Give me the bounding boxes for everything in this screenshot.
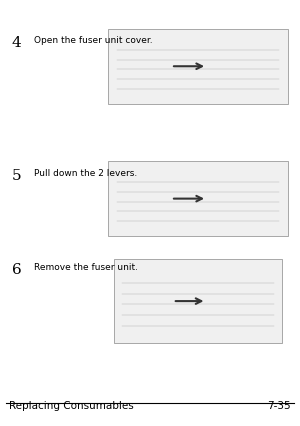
Text: Pull down the 2 levers.: Pull down the 2 levers. [34, 168, 138, 177]
Text: 6: 6 [12, 262, 22, 276]
FancyBboxPatch shape [108, 162, 288, 236]
Text: 5: 5 [12, 168, 22, 182]
Text: Replacing Consumables: Replacing Consumables [9, 400, 134, 410]
FancyBboxPatch shape [108, 30, 288, 104]
Text: Remove the fuser unit.: Remove the fuser unit. [34, 262, 139, 271]
FancyBboxPatch shape [114, 260, 282, 343]
Text: Open the fuser unit cover.: Open the fuser unit cover. [34, 36, 153, 45]
Text: 4: 4 [12, 36, 22, 50]
Text: 7-35: 7-35 [267, 400, 291, 410]
